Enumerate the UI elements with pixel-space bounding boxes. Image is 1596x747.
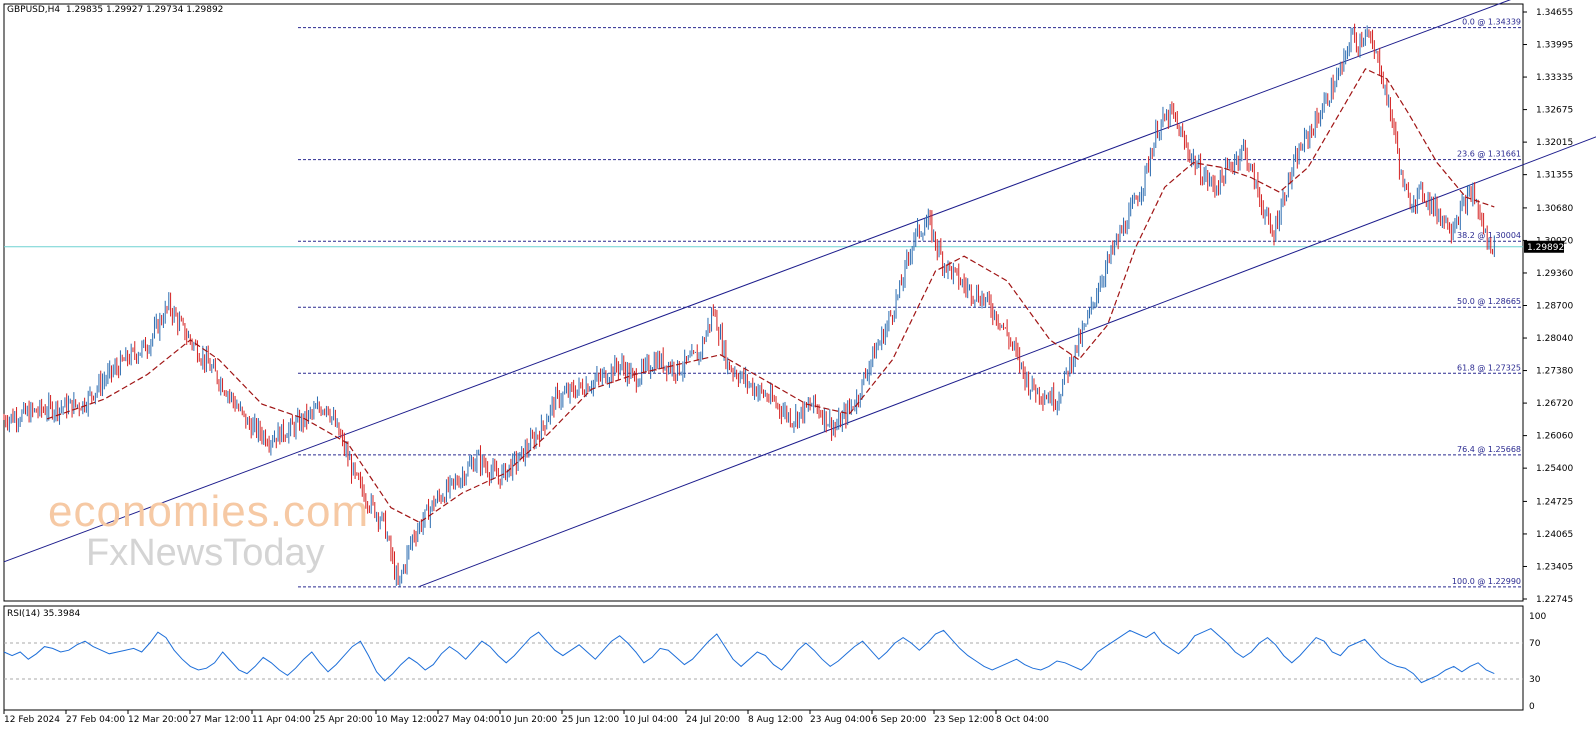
y-tick-label: 1.34655 <box>1536 8 1573 18</box>
y-tick-label: 1.25400 <box>1536 464 1573 474</box>
x-tick-label: 6 Sep 20:00 <box>872 715 927 725</box>
y-tick-label: 1.23405 <box>1536 562 1573 572</box>
open-value: 1.29835 <box>65 5 104 15</box>
y-tick-label: 1.31355 <box>1536 171 1573 181</box>
x-tick-label: 25 Apr 20:00 <box>314 715 373 725</box>
axes-layer: 1.34655 1.33995 1.33335 1.32675 1.32015 1.313… <box>3 8 1573 725</box>
y-tick-label: 1.24065 <box>1536 530 1573 540</box>
low-value: 1.29734 <box>146 5 184 15</box>
fibonacci-label: 0.0 @ 1.34339 <box>1462 18 1521 27</box>
rsi-layer <box>3 628 1523 684</box>
rsi-panel-frame <box>3 605 1524 711</box>
y-tick-label: 1.32675 <box>1536 106 1573 116</box>
high-value: 1.29927 <box>106 5 144 15</box>
y-tick-label: 1.24725 <box>1536 497 1573 507</box>
channel-upper-line <box>3 0 1512 563</box>
current-price-box <box>1524 240 1564 253</box>
rsi-tick-label: 0 <box>1529 702 1535 712</box>
fibonacci-label: 50.0 @ 1.28665 <box>1457 297 1521 306</box>
fibonacci-label: 76.4 @ 1.25668 <box>1457 445 1521 454</box>
x-tick-label: 23 Sep 12:00 <box>934 715 994 725</box>
close-value: 1.29892 <box>186 5 224 15</box>
y-tick-label: 1.26720 <box>1536 399 1573 409</box>
y-tick-label: 1.33335 <box>1536 73 1573 83</box>
y-tick-label: 1.28700 <box>1536 302 1573 312</box>
x-tick-label: 10 Jun 20:00 <box>500 715 557 725</box>
x-tick-label: 12 Mar 20:00 <box>128 715 188 725</box>
x-tick-label: 25 Jun 12:00 <box>562 715 619 725</box>
fibonacci-label: 38.2 @ 1.30004 <box>1457 231 1521 240</box>
rsi-tick-label: 30 <box>1529 675 1541 685</box>
fibonacci-layer: 0.0 @ 1.34339 23.6 @ 1.31661 38.2 @ 1.3000… <box>4 18 1523 588</box>
x-tick-label: 27 Feb 04:00 <box>66 715 125 725</box>
rsi-tick-label: 100 <box>1529 612 1546 622</box>
fibonacci-label: 100.0 @ 1.22990 <box>1452 577 1521 586</box>
x-tick-label: 27 May 04:00 <box>438 715 500 725</box>
channel-layer <box>3 0 1596 587</box>
x-tick-label: 8 Oct 04:00 <box>996 715 1049 725</box>
y-tick-label: 1.28040 <box>1536 334 1573 344</box>
x-tick-label: 27 Mar 12:00 <box>190 715 250 725</box>
symbol-name: GBPUSD,H4 <box>7 5 61 15</box>
watermark-economies: economies.com <box>48 487 370 536</box>
y-tick-label: 1.30680 <box>1536 204 1573 214</box>
y-tick-label: 1.27380 <box>1536 367 1573 377</box>
y-tick-label: 1.32015 <box>1536 138 1573 148</box>
x-tick-label: 23 Aug 04:00 <box>810 715 871 725</box>
y-tick-label: 1.26060 <box>1536 432 1573 442</box>
x-tick-label: 10 Jul 04:00 <box>624 715 678 725</box>
x-tick-label: 12 Feb 2024 <box>4 715 60 725</box>
y-tick-label: 1.22745 <box>1536 595 1573 605</box>
fibonacci-label: 61.8 @ 1.27325 <box>1457 363 1521 372</box>
rsi-tick-label: 70 <box>1529 639 1541 649</box>
fibonacci-label: 23.6 @ 1.31661 <box>1457 150 1521 159</box>
x-tick-label: 10 May 12:00 <box>376 715 438 725</box>
y-tick-label: 1.33995 <box>1536 41 1573 51</box>
current-price-label: 1.29892 <box>1527 243 1564 253</box>
x-tick-label: 11 Apr 04:00 <box>252 715 311 725</box>
rsi-line <box>3 628 1495 684</box>
candles-layer <box>3 23 1495 587</box>
channel-lower-line <box>419 136 1596 587</box>
symbol-header: GBPUSD,H4 1.29835 1.29927 1.29734 1.2989… <box>7 5 223 15</box>
x-tick-label: 8 Aug 12:00 <box>748 715 803 725</box>
grid-layer <box>3 3 1524 711</box>
rsi-label: RSI(14) 35.3984 <box>7 609 81 619</box>
x-tick-label: 24 Jul 20:00 <box>686 715 740 725</box>
watermark-fxnewstoday: FxNewsToday <box>86 532 325 574</box>
main-panel-frame <box>3 3 1524 602</box>
y-tick-label: 1.29360 <box>1536 269 1573 279</box>
